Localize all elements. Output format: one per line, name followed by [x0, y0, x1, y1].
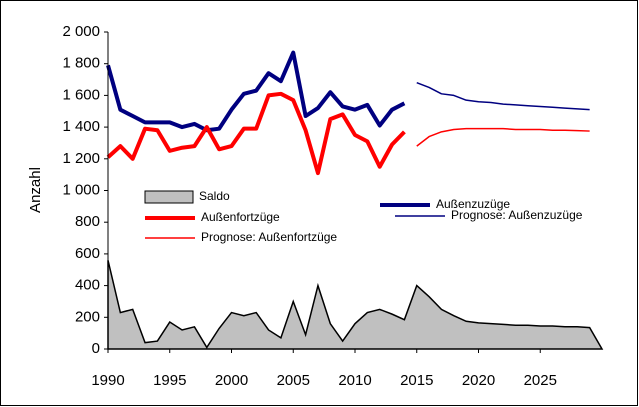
line: [106, 50, 406, 133]
x-tick-label: 2025: [524, 372, 557, 389]
y-tick-label: 1 200: [62, 150, 100, 167]
area: [107, 260, 604, 350]
legend-label: Außenfortzüge: [201, 210, 280, 224]
x-tick-label: 2020: [462, 372, 495, 389]
x-tick-label: 2000: [215, 372, 248, 389]
line: [416, 127, 590, 147]
y-tick-label: 2 000: [62, 23, 100, 40]
x-tick-label: 2010: [338, 372, 371, 389]
legend-swatch: [144, 190, 194, 204]
y-tick-label: 800: [75, 213, 100, 230]
legend-label: Außenzuzüge: [436, 197, 510, 211]
y-tick-label: 1 600: [62, 86, 100, 103]
x-tick-label: 2005: [277, 372, 310, 389]
y-tick-label: 600: [75, 245, 100, 262]
y-tick-label: 1 800: [62, 55, 100, 72]
legend-label: Prognose: Außenfortzüge: [201, 230, 337, 244]
y-tick-label: 400: [75, 277, 100, 294]
legend-label: Saldo: [199, 189, 230, 203]
line: [106, 91, 406, 176]
line: [416, 82, 590, 111]
y-tick-label: 1 400: [62, 118, 100, 135]
y-tick-label: 200: [75, 308, 100, 325]
x-tick-label: 2015: [400, 372, 433, 389]
y-tick-label: 1 000: [62, 181, 100, 198]
y-tick-label: 0: [92, 340, 100, 357]
x-tick-label: 1995: [153, 372, 186, 389]
x-tick-label: 1990: [91, 372, 124, 389]
y-axis-label: Anzahl: [27, 167, 44, 213]
legend-label: Prognose: Außenzuzüge: [451, 208, 583, 222]
